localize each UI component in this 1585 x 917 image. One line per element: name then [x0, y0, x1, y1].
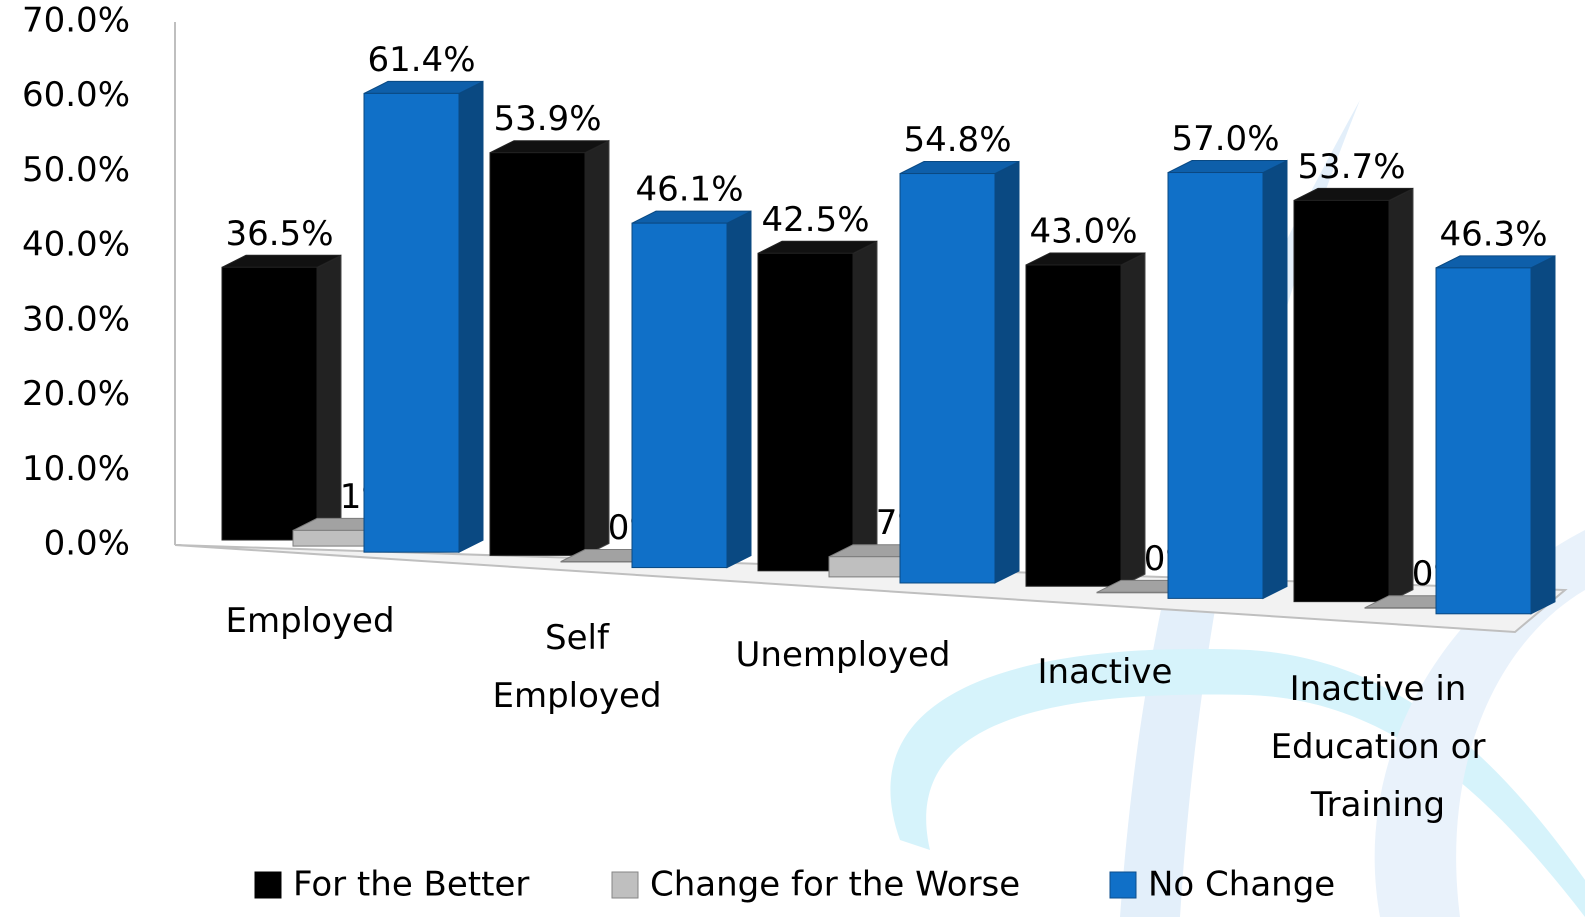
data-label: 42.5% [761, 200, 869, 240]
bar-side [584, 139, 610, 557]
x-tick-label: Self Employed [492, 618, 662, 716]
data-label: 43.0% [1029, 211, 1137, 251]
data-label: 57.0% [1171, 119, 1279, 159]
bar-side [994, 160, 1020, 584]
bar-side [316, 254, 342, 541]
data-label: 36.5% [225, 214, 333, 254]
bar-side [458, 80, 484, 553]
bar-side [1530, 255, 1556, 615]
data-label: 54.8% [903, 120, 1011, 160]
bar [757, 252, 854, 572]
data-label: 53.7% [1297, 147, 1405, 187]
y-tick-label: 70.0% [22, 1, 130, 41]
x-tick-label: Unemployed [735, 635, 951, 675]
bar [1293, 199, 1390, 603]
bar-side [726, 210, 752, 569]
data-label: 46.3% [1439, 214, 1547, 254]
bar [899, 173, 996, 584]
y-tick-label: 50.0% [22, 150, 130, 190]
bar-side [1120, 252, 1146, 588]
data-label: 53.9% [493, 99, 601, 139]
bar-side [852, 240, 878, 572]
bar [1025, 264, 1122, 587]
y-tick-label: 0.0% [44, 524, 130, 564]
legend-label: No Change [1148, 865, 1335, 905]
bar [1435, 267, 1532, 615]
bar [1167, 172, 1264, 599]
background-swoosh [1374, 530, 1585, 917]
legend-label: Change for the Worse [650, 865, 1020, 905]
bar [221, 266, 318, 541]
bar-side [1388, 187, 1414, 603]
y-tick-label: 40.0% [22, 225, 130, 265]
legend-swatch [1109, 871, 1137, 899]
x-tick-label: Inactive [1037, 652, 1173, 692]
bar [489, 152, 586, 556]
data-label: 46.1% [635, 170, 743, 210]
legend-label: For the Better [293, 865, 529, 905]
data-label: 61.4% [367, 40, 475, 80]
y-tick-label: 20.0% [22, 374, 130, 414]
legend-swatch [611, 871, 639, 899]
y-tick-label: 10.0% [22, 449, 130, 489]
bar-side [1262, 159, 1288, 600]
y-tick-label: 60.0% [22, 75, 130, 115]
y-tick-label: 30.0% [22, 299, 130, 339]
x-tick-label: Employed [225, 601, 395, 641]
background-swoosh [1120, 100, 1360, 917]
bar [631, 222, 728, 569]
legend-swatch [254, 871, 282, 899]
x-tick-label: Inactive in Education or Training [1270, 669, 1486, 825]
bar [363, 92, 460, 553]
